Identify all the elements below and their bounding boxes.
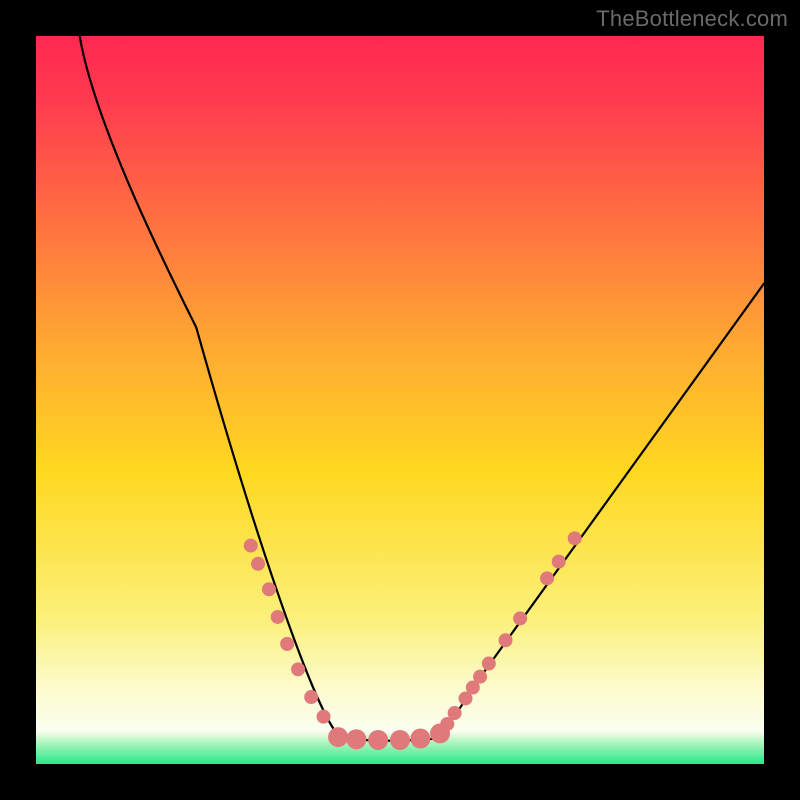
data-marker (291, 662, 305, 676)
data-marker (262, 582, 276, 596)
watermark-label: TheBottleneck.com (596, 6, 788, 32)
data-marker (448, 706, 462, 720)
data-marker (328, 727, 348, 747)
data-marker (473, 670, 487, 684)
data-marker (540, 571, 554, 585)
data-marker (410, 729, 430, 749)
data-marker (368, 730, 388, 750)
data-marker (317, 710, 331, 724)
data-marker (271, 610, 285, 624)
data-marker (482, 657, 496, 671)
data-marker (390, 730, 410, 750)
plot-background (36, 36, 764, 764)
chart-root: TheBottleneck.com (0, 0, 800, 800)
data-marker (513, 611, 527, 625)
data-marker (304, 690, 318, 704)
bottleneck-v-curve-chart (0, 0, 800, 800)
data-marker (244, 539, 258, 553)
data-marker (499, 633, 513, 647)
data-marker (346, 729, 366, 749)
data-marker (251, 557, 265, 571)
data-marker (552, 555, 566, 569)
data-marker (280, 637, 294, 651)
data-marker (568, 531, 582, 545)
